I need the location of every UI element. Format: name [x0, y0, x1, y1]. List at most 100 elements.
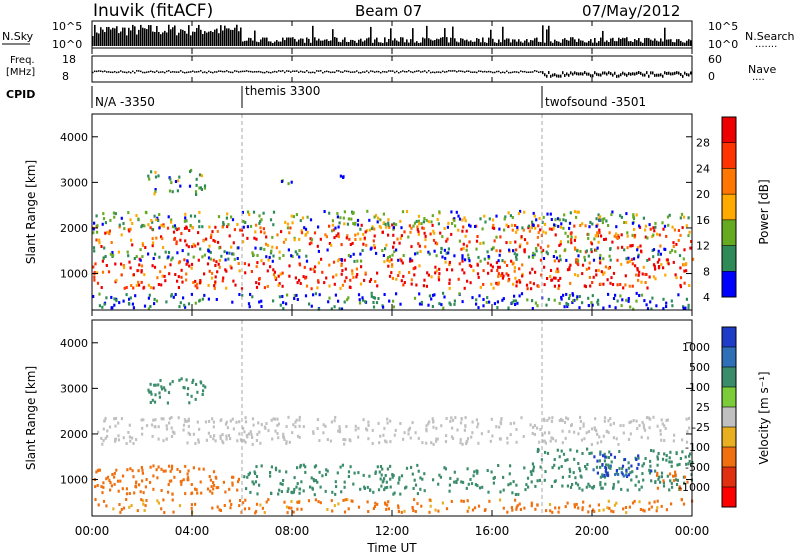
scatter-cell — [201, 393, 204, 396]
scatter-cell — [630, 464, 633, 468]
scatter-cell — [131, 222, 134, 225]
scatter-cell — [482, 269, 485, 273]
scatter-cell — [335, 273, 338, 277]
scatter-cell — [196, 420, 199, 424]
scatter-cell — [256, 432, 259, 436]
scatter-cell — [296, 466, 299, 470]
scatter-cell — [387, 221, 390, 225]
scatter-cell — [224, 258, 227, 262]
noise-bar — [500, 42, 502, 46]
scatter-cell — [223, 250, 226, 254]
scatter-cell — [149, 226, 152, 230]
scatter-cell — [603, 475, 607, 479]
scatter-cell — [678, 485, 681, 489]
scatter-cell — [437, 222, 440, 226]
scatter-cell — [389, 464, 392, 468]
scatter-cell — [309, 237, 312, 241]
scatter-cell — [101, 270, 105, 274]
scatter-cell — [574, 273, 577, 277]
scatter-cell — [581, 222, 584, 226]
scatter-cell — [612, 271, 616, 275]
freq-point — [610, 72, 612, 76]
scatter-cell — [395, 248, 398, 252]
scatter-cell — [563, 305, 566, 309]
noise-bar — [542, 25, 544, 46]
scatter-cell — [154, 190, 157, 194]
noise-bar — [154, 31, 156, 46]
scatter-cell — [277, 422, 280, 426]
scatter-cell — [219, 434, 222, 438]
scatter-cell — [212, 437, 215, 441]
scatter-cell — [326, 248, 329, 252]
freq-point — [492, 71, 494, 74]
scatter-cell — [150, 219, 153, 222]
scatter-cell — [356, 223, 360, 227]
scatter-cell — [447, 247, 450, 251]
freq-point — [482, 71, 484, 73]
scatter-cell — [615, 437, 618, 441]
scatter-cell — [385, 507, 388, 511]
scatter-cell — [604, 265, 607, 269]
scatter-cell — [294, 420, 297, 424]
scatter-cell — [642, 216, 645, 220]
scatter-cell — [340, 490, 343, 494]
scatter-cell — [325, 235, 328, 239]
scatter-cell — [244, 221, 247, 224]
freq-point — [648, 74, 650, 78]
scatter-cell — [247, 432, 251, 436]
scatter-cell — [603, 419, 606, 423]
scatter-cell — [561, 441, 564, 445]
scatter-cell — [227, 257, 230, 261]
scatter-cell — [580, 438, 584, 442]
scatter-cell — [509, 214, 512, 218]
scatter-cell — [369, 278, 373, 281]
scatter-cell — [113, 297, 116, 301]
scatter-cell — [202, 239, 206, 243]
scatter-cell — [184, 305, 187, 309]
scatter-cell — [623, 248, 626, 252]
noise-bar — [452, 26, 454, 46]
scatter-cell — [493, 302, 496, 306]
scatter-cell — [542, 257, 546, 260]
noise-bar — [596, 42, 598, 46]
noise-bar — [394, 38, 396, 46]
scatter-cell — [151, 434, 154, 438]
freq-point — [94, 70, 96, 73]
scatter-cell — [118, 223, 121, 227]
scatter-cell — [299, 282, 302, 285]
scatter-cell — [514, 240, 517, 244]
scatter-cell — [542, 230, 545, 234]
scatter-cell — [622, 507, 625, 511]
freq-point — [388, 70, 390, 72]
scatter-cell — [654, 480, 657, 484]
scatter-cell — [352, 222, 355, 226]
scatter-cell — [590, 250, 593, 254]
scatter-cell — [343, 279, 346, 283]
scatter-cell — [294, 425, 297, 429]
scatter-cell — [609, 247, 612, 251]
scatter-cell — [255, 223, 258, 227]
scatter-cell — [335, 485, 338, 489]
noise-bar — [606, 40, 608, 46]
scatter-cell — [131, 302, 134, 306]
scatter-cell — [633, 499, 636, 503]
scatter-cell — [595, 269, 598, 273]
scatter-cell — [207, 283, 210, 287]
scatter-cell — [573, 457, 576, 461]
scatter-cell — [212, 420, 215, 424]
scatter-cell — [565, 416, 568, 420]
scatter-cell — [92, 295, 95, 298]
scatter-cell — [339, 216, 342, 220]
scatter-cell — [461, 218, 464, 222]
scatter-cell — [512, 299, 515, 303]
freq-point — [288, 70, 290, 72]
scatter-cell — [170, 218, 173, 222]
scatter-cell — [212, 483, 216, 487]
scatter-cell — [96, 230, 99, 234]
scatter-cell — [585, 431, 588, 435]
scatter-cell — [277, 436, 280, 440]
scatter-cell — [556, 217, 560, 221]
noise-bar — [640, 41, 642, 46]
scatter-cell — [185, 272, 188, 276]
scatter-cell — [549, 509, 552, 513]
